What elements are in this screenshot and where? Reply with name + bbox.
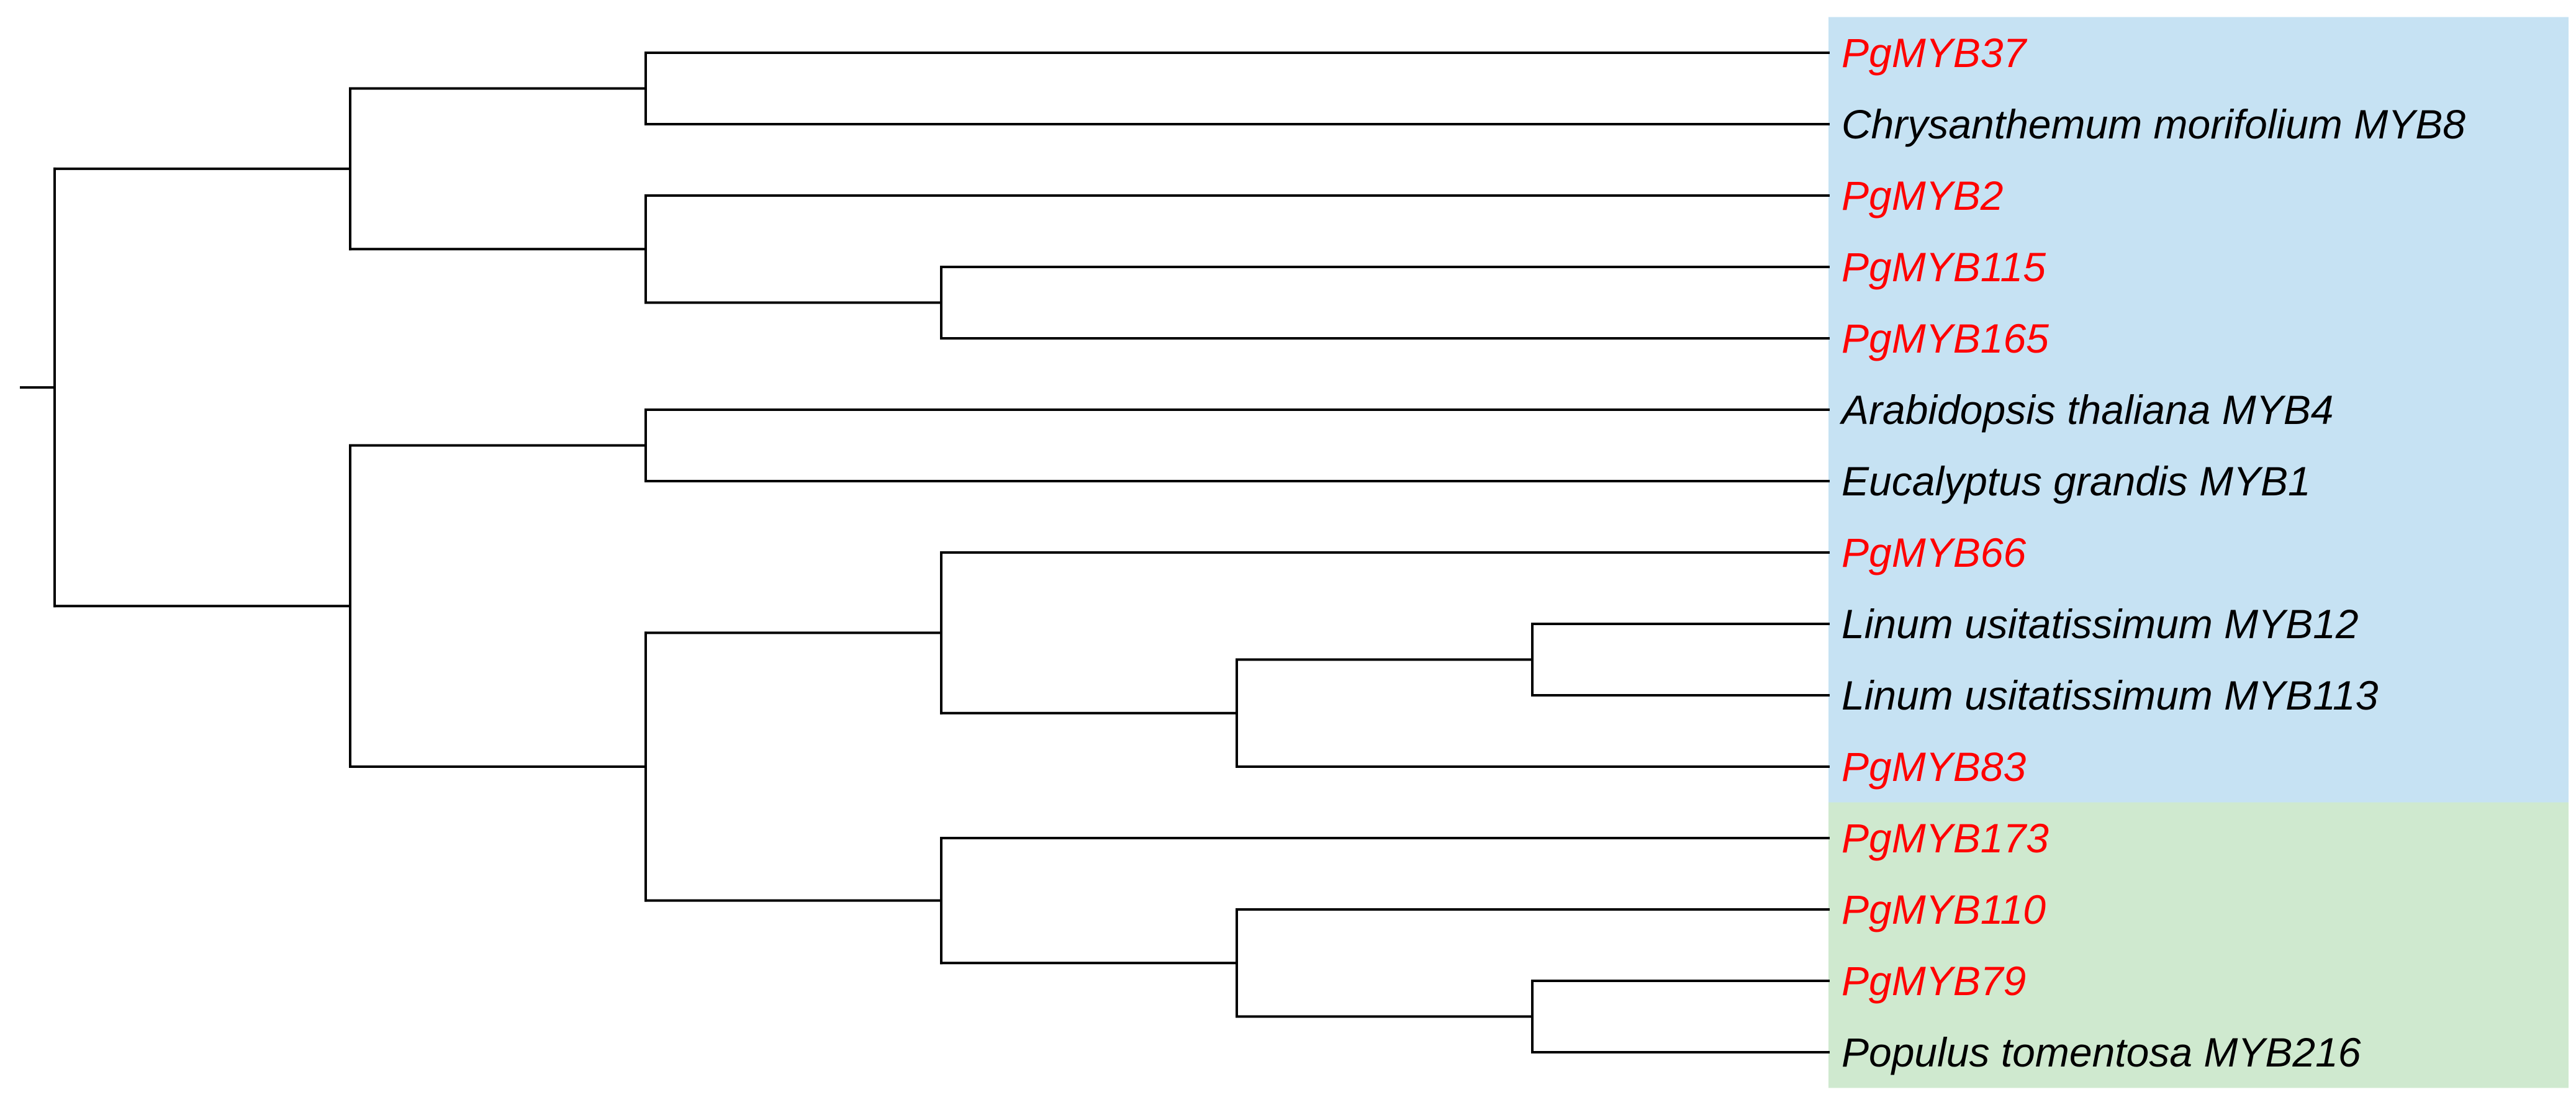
leaf-label: PgMYB66 xyxy=(1842,530,2026,575)
leaf-label: Linum usitatissimum MYB113 xyxy=(1842,672,2379,718)
leaf-label: Eucalyptus grandis MYB1 xyxy=(1842,458,2311,504)
leaf-label: Arabidopsis thaliana MYB4 xyxy=(1839,387,2333,433)
clade-highlight-1 xyxy=(1828,17,2569,803)
leaf-label: PgMYB2 xyxy=(1842,173,2003,219)
leaf-label: PgMYB115 xyxy=(1842,244,2046,290)
leaf-label: Chrysanthemum morifolium MYB8 xyxy=(1842,101,2465,147)
leaf-label: PgMYB110 xyxy=(1842,886,2046,932)
leaf-label: Populus tomentosa MYB216 xyxy=(1842,1029,2361,1075)
leaf-label: PgMYB165 xyxy=(1842,315,2049,361)
leaf-label: PgMYB79 xyxy=(1842,958,2026,1004)
leaf-label: Linum usitatissimum MYB12 xyxy=(1842,601,2359,647)
branch-layer xyxy=(20,52,1830,1053)
clade-highlight-2 xyxy=(1828,802,2569,1088)
clade-highlight-layer xyxy=(1828,17,2569,1088)
leaf-label-layer: PgMYB37 Chrysanthemum morifolium MYB8 PgMY… xyxy=(1839,30,2465,1075)
leaf-label: PgMYB37 xyxy=(1842,30,2027,76)
leaf-label: PgMYB83 xyxy=(1842,744,2026,790)
leaf-label: PgMYB173 xyxy=(1842,815,2049,861)
